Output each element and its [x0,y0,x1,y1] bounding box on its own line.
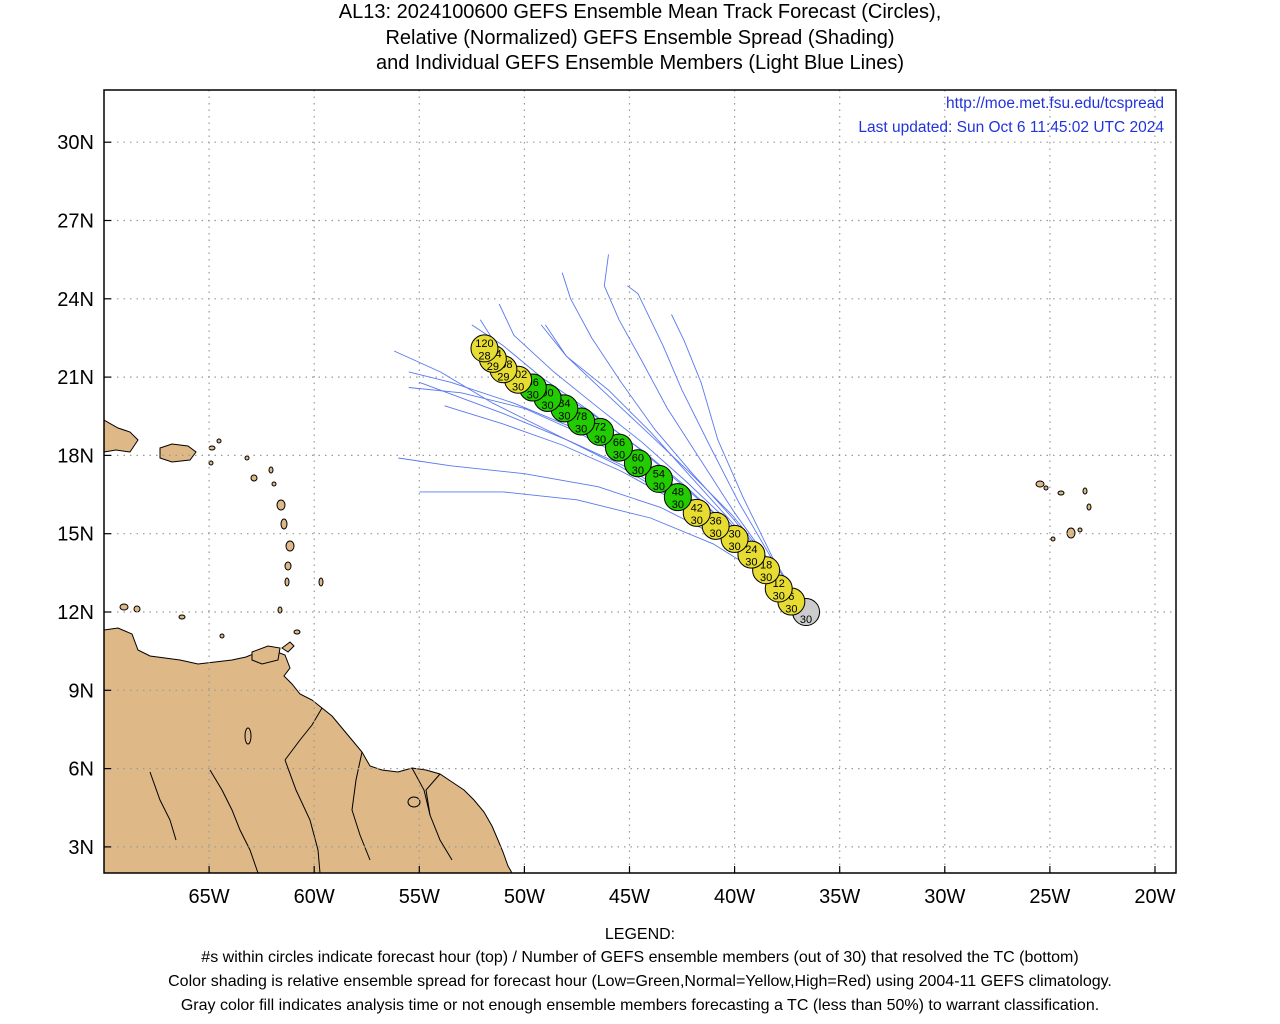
track-hour-label: 6 [788,591,794,603]
hispaniola-edge [104,419,139,453]
track-members-label: 28 [478,350,490,362]
track-members-label: 30 [594,434,606,446]
title-line-2: Relative (Normalized) GEFS Ensemble Spre… [385,27,895,49]
x-tick-label: 45W [609,886,650,908]
track-circle [470,334,499,363]
x-tick-label: 35W [819,886,860,908]
track-members-label: 30 [773,591,785,603]
x-tick-label: 50W [504,886,545,908]
y-tick-label: 12N [57,602,94,624]
track-point: 630 [777,587,806,616]
x-tick-label: 60W [294,886,335,908]
track-hour-label: 42 [691,502,703,514]
y-axis: 3N 6N 9N 12N 15N 18N 21N 24N 27N 30N [57,132,111,859]
track-members-label: 30 [575,423,587,435]
member-track-line [671,314,807,613]
track-members-label: 30 [745,557,757,569]
x-tick-label: 55W [399,886,440,908]
track-members-label: 30 [728,541,740,553]
x-tick-label: 20W [1134,886,1175,908]
track-members-label: 30 [710,528,722,540]
track-members-label: 29 [497,371,509,383]
legend-line-3: Gray color fill indicates analysis time … [180,997,1100,1014]
legend-line-2: Color shading is relative ensemble sprea… [168,973,1112,990]
lat-lon-grid [104,90,1176,873]
track-circle [663,483,692,512]
x-tick-label: 65W [189,886,230,908]
ensemble-mean-track: 3063012301830243030303630423048305430603… [470,334,821,626]
track-hour-label: 120 [475,338,493,350]
track-hour-label: 12 [773,578,785,590]
y-tick-label: 3N [68,837,94,859]
track-members-label: 30 [760,572,772,584]
small-islands [119,438,1092,808]
track-hour-label: 60 [632,453,644,465]
trinidad-island [251,645,281,665]
y-tick-label: 30N [57,132,94,154]
track-hour-label: 48 [672,487,684,499]
south-america-landmass [104,627,513,873]
member-track-line [627,285,807,613]
y-tick-label: 24N [57,289,94,311]
track-members-label: 30 [613,450,625,462]
track-members-label: 30 [785,604,797,616]
track-members-label: 30 [691,515,703,527]
y-tick-label: 15N [57,524,94,546]
track-hour-label: 72 [594,421,606,433]
track-hour-label: 54 [653,468,665,480]
track-members-label: 30 [800,614,812,626]
y-tick-label: 18N [57,445,94,467]
track-members-label: 30 [672,499,684,511]
legend-heading: LEGEND: [604,926,676,943]
tobago-island [281,641,295,653]
country-borders [149,707,453,873]
puerto-rico-island [159,443,197,463]
header-last-updated: Last updated: Sun Oct 6 11:45:02 UTC 202… [858,119,1164,136]
track-members-label: 30 [512,382,524,394]
track-hour-label: 24 [745,544,757,556]
y-tick-label: 27N [57,211,94,233]
track-hour-label: 66 [613,437,625,449]
track-circle [644,464,673,493]
track-point: 30 [792,598,821,626]
track-map: 3063012301830243030303630423048305430603… [57,89,1177,908]
track-members-label: 30 [558,410,570,422]
track-members-label: 30 [632,465,644,477]
x-tick-label: 30W [924,886,965,908]
track-members-label: 30 [527,390,539,402]
legend-line-1: #s within circles indicate forecast hour… [201,949,1079,966]
track-hour-label: 18 [760,560,772,572]
track-circle [604,433,633,462]
track-members-label: 30 [541,400,553,412]
x-tick-label: 25W [1029,886,1070,908]
land-layer [104,419,513,873]
header-url[interactable]: http://moe.met.fsu.edu/tcspread [946,95,1164,112]
track-hour-label: 84 [558,398,570,410]
track-members-label: 29 [487,361,499,373]
track-members-label: 30 [653,481,665,493]
x-tick-label: 40W [714,886,755,908]
title-line-1: AL13: 2024100600 GEFS Ensemble Mean Trac… [338,1,942,23]
y-tick-label: 9N [68,680,94,702]
track-circle [623,449,652,478]
track-hour-label: 78 [575,411,587,423]
track-hour-label: 36 [710,515,722,527]
track-hour-label: 30 [728,528,740,540]
title-line-3: and Individual GEFS Ensemble Members (Li… [375,52,905,74]
y-tick-label: 21N [57,367,94,389]
track-circle [682,498,711,527]
y-tick-label: 6N [68,759,94,781]
x-axis: 65W 60W 55W 50W 45W 40W 35W 30W 25W 20W [189,866,1176,908]
plot-frame [103,89,1177,874]
